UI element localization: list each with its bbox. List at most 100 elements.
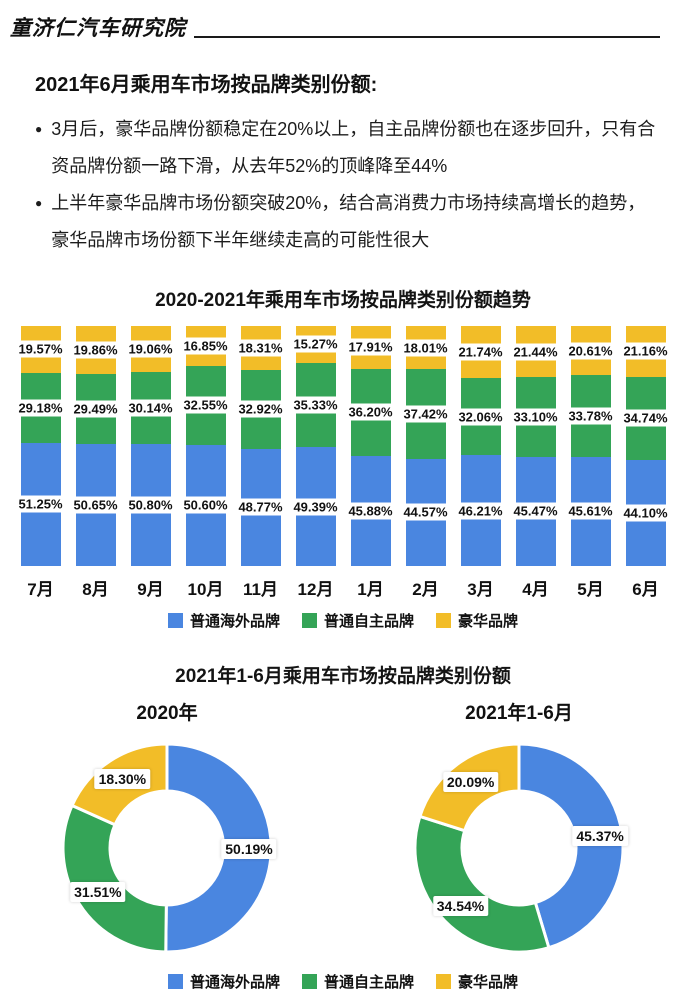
bar-segment-overseas: 45.47% [512,456,559,567]
bar-segment-value: 33.78% [567,407,614,425]
x-axis-label: 10月 [187,580,224,599]
bar-segment-value: 16.85% [182,337,229,355]
donut-row: 2020年 50.19% 31.51% 18.30% 2021年1-6月 45.37… [0,698,686,963]
bar-segment-value: 20.61% [567,342,614,360]
bullet-list: ● 3月后，豪华品牌份额稳定在20%以上，自主品牌份额也在逐步回升，只有合资品牌… [35,111,660,259]
bar-segment-luxury: 18.31% [237,326,284,370]
bar-segment-value: 15.27% [292,335,339,353]
donut-slice-domestic [61,803,168,954]
donut-svg [61,742,273,954]
bar-segment-value: 50.60% [182,496,229,514]
bar-segment-luxury: 19.06% [127,326,174,372]
legend-item-domestic: 普通自主品牌 [301,971,414,992]
bar-column-5: 18.31% 32.92% 48.77% 11月 [233,326,288,600]
stacked-bar: 21.16% 34.74% 44.10% [622,326,669,566]
bar-segment-value: 51.25% [17,495,64,513]
intro-title: 2021年6月乘用车市场按品牌类别份额: [35,74,378,96]
bullet-text: 上半年豪华品牌市场份额突破20%，结合高消费力市场持续高增长的趋势，豪华品牌市场… [51,193,646,250]
x-axis-label: 7月 [27,580,54,599]
stacked-bar: 19.86% 29.49% 50.65% [72,326,119,566]
bar-segment-luxury: 17.91% [347,326,394,369]
bar-segment-luxury: 19.86% [72,326,119,374]
bar-segment-value: 50.80% [127,496,174,514]
legend-swatch-overseas [167,974,183,989]
bar-segment-domestic: 35.33% [292,362,339,448]
bar-area: 21.74% 32.06% 46.21% [453,326,508,566]
legend-label: 普通自主品牌 [323,974,414,991]
bar-area: 19.06% 30.14% 50.80% [123,326,178,566]
bar-segment-overseas: 50.60% [182,444,229,566]
bar-segment-luxury: 16.85% [182,326,229,367]
bar-area: 21.44% 33.10% 45.47% [508,326,563,567]
bar-segment-value: 21.74% [457,343,504,361]
legend-swatch-domestic [301,613,317,628]
pie-chart-section: 2021年1-6月乘用车市场按品牌类别份额 2020年 50.19% 31.51%… [0,661,686,992]
legend-swatch-overseas [167,613,183,628]
bar-column-6: 15.27% 35.33% 49.39% 12月 [288,326,343,600]
bullet-dot: ● [35,122,43,136]
x-axis-label: 2月 [412,580,439,599]
bar-segment-value: 29.18% [17,399,64,417]
donut-chart-2021: 45.37% 34.54% 20.09% [404,733,634,963]
x-axis-label: 4月 [522,580,549,599]
bar-segment-value: 33.10% [512,408,559,426]
bar-chart-section: 2020-2021年乘用车市场按品牌类别份额趋势 19.57% 29.18% 51.… [0,285,686,631]
bar-column-1: 19.57% 29.18% 51.25% 7月 [13,326,68,600]
bar-segment-value: 45.88% [347,502,394,520]
bar-segment-domestic: 29.18% [17,372,64,443]
stacked-bar: 20.61% 33.78% 45.61% [567,326,614,566]
legend-label: 普通海外品牌 [189,613,280,630]
legend-item-overseas: 普通海外品牌 [167,971,280,992]
bar-chart-legend: 普通海外品牌 普通自主品牌 豪华品牌 [0,610,686,631]
bar-segment-value: 44.10% [622,504,669,522]
bar-area: 18.01% 37.42% 44.57% [398,326,453,566]
donut-value-luxury: 20.09% [442,771,499,792]
x-axis-label: 3月 [467,580,494,599]
bar-segment-overseas: 50.65% [72,444,119,566]
bar-segment-luxury: 19.57% [17,326,64,373]
bar-area: 20.61% 33.78% 45.61% [563,326,618,566]
donut-svg [413,742,625,954]
bar-segment-domestic: 32.06% [457,378,504,456]
x-axis-label: 12月 [297,580,334,599]
bar-area: 16.85% 32.55% 50.60% [178,326,233,566]
bar-segment-value: 21.44% [512,343,559,361]
legend-swatch-luxury [436,974,451,989]
donut-value-luxury: 18.30% [94,769,151,790]
bar-segment-value: 18.31% [237,339,284,357]
bar-segment-value: 46.21% [457,502,504,520]
legend-item-luxury: 豪华品牌 [436,971,518,992]
header-rule [194,36,660,38]
donut-slice-overseas [517,742,625,950]
bar-segment-domestic: 32.55% [182,366,229,445]
brand-title: 童济仁汽车研究院 [10,16,186,40]
bar-column-8: 18.01% 37.42% 44.57% 2月 [398,326,453,600]
bar-segment-value: 34.74% [622,409,669,427]
bar-segment-value: 44.57% [402,503,449,521]
bar-segment-domestic: 33.10% [512,377,559,457]
bar-column-7: 17.91% 36.20% 45.88% 1月 [343,326,398,600]
bar-segment-overseas: 48.77% [237,448,284,566]
bar-segment-value: 45.47% [512,502,559,520]
stacked-bar: 19.57% 29.18% 51.25% [17,326,64,566]
bar-area: 21.16% 34.74% 44.10% [618,326,673,566]
bar-area: 17.91% 36.20% 45.88% [343,326,398,566]
bar-segment-domestic: 36.20% [347,368,394,456]
pie-chart-legend: 普通海外品牌 普通自主品牌 豪华品牌 [0,971,686,992]
stacked-bar: 16.85% 32.55% 50.60% [182,326,229,566]
bar-area: 15.27% 35.33% 49.39% [288,326,343,566]
bar-segment-value: 50.65% [72,496,119,514]
bar-segment-domestic: 29.49% [72,373,119,445]
x-axis-label: 9月 [137,580,164,599]
donut-block-2020: 2020年 50.19% 31.51% 18.30% [52,698,282,963]
legend-label: 普通海外品牌 [189,974,280,991]
bar-segment-overseas: 50.80% [127,444,174,566]
donut-value-domestic: 31.51% [70,882,126,903]
bar-area: 18.31% 32.92% 48.77% [233,326,288,566]
bar-segment-domestic: 33.78% [567,375,614,457]
bar-segment-overseas: 49.39% [292,447,339,566]
bar-segment-luxury: 20.61% [567,326,614,376]
bar-column-12: 21.16% 34.74% 44.10% 6月 [618,326,673,600]
legend-item-overseas: 普通海外品牌 [167,610,280,631]
